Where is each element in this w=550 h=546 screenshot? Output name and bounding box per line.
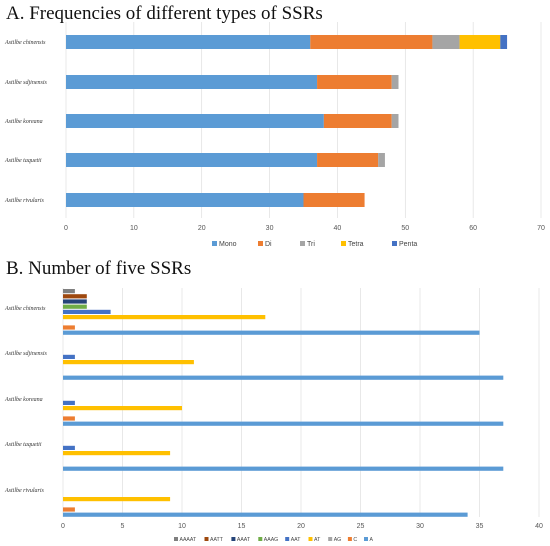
chart-a-legend-swatch <box>258 241 263 246</box>
chart-b-bar <box>63 354 75 359</box>
chart-a-bar <box>459 35 501 49</box>
chart-a-category-label: Astilbe chinensis <box>4 40 46 46</box>
chart-a-category-label: Astilbe sdjinensis <box>4 80 47 86</box>
chart-b-legend-swatch <box>204 537 209 541</box>
chart-a-bar <box>303 193 365 207</box>
chart-b-x-tick-label: 40 <box>535 523 543 530</box>
chart-b-legend-label: AAAG <box>264 537 278 543</box>
chart-b-bar <box>63 289 75 294</box>
chart-b-x-tick-label: 35 <box>476 523 484 530</box>
chart-a-bar <box>391 114 399 128</box>
chart-b-bar <box>63 507 75 512</box>
chart-a-legend-swatch <box>300 241 305 246</box>
chart-a-legend-label: Di <box>265 241 272 248</box>
chart-a-category-label: Astilbe rivularis <box>4 198 44 204</box>
chart-b-bar <box>63 325 75 330</box>
chart-a-category-label: Astilbe taquetii <box>4 158 42 164</box>
chart-b-legend-label: AAAAT <box>180 537 197 543</box>
chart-a-bar <box>391 75 399 89</box>
chart-b-bar <box>63 466 504 471</box>
chart-b-x-tick-label: 30 <box>416 523 424 530</box>
chart-a-legend-label: Tri <box>307 241 315 248</box>
chart-b-bar <box>63 330 480 335</box>
chart-a-legend-swatch <box>392 241 397 246</box>
chart-a-legend-label: Penta <box>399 241 417 248</box>
chart-b-legend-swatch <box>231 537 236 541</box>
chart-b-legend-label: AAT <box>291 537 302 543</box>
chart-b-category-label: Astilbe koreana <box>4 397 43 403</box>
chart-b-legend-swatch <box>174 537 178 541</box>
chart-b-bar <box>63 421 504 426</box>
chart-a-x-tick-label: 50 <box>401 225 409 232</box>
chart-b-category-label: Astilbe taquetii <box>4 442 42 448</box>
chart-b-legend-label: AAAT <box>237 537 251 543</box>
chart-b-bar <box>63 294 87 299</box>
chart-b-x-tick-label: 5 <box>121 523 125 530</box>
chart-a-bar <box>432 35 460 49</box>
chart-b-legend-label: AATT <box>210 537 224 543</box>
chart-b-legend-swatch <box>364 537 368 541</box>
chart-a-category-label: Astilbe koreana <box>4 119 43 125</box>
chart-b-bar <box>63 406 182 411</box>
chart-a-bar <box>66 75 318 89</box>
chart-a-bar <box>310 35 433 49</box>
chart-b-x-tick-label: 20 <box>297 523 305 530</box>
chart-b-legend-swatch <box>328 537 333 541</box>
chart-a-bar <box>66 35 311 49</box>
chart-b-bar <box>63 309 111 314</box>
chart-b-legend-swatch <box>308 537 313 541</box>
chart-b-bar <box>63 360 194 365</box>
chart-a-x-tick-label: 60 <box>469 225 477 232</box>
chart-a-bar <box>66 193 304 207</box>
chart-a-x-tick-label: 0 <box>64 225 68 232</box>
chart-b-x-tick-label: 25 <box>357 523 365 530</box>
chart-b-bar <box>63 315 266 320</box>
chart-a-bar <box>378 153 385 167</box>
chart-a-x-tick-label: 40 <box>334 225 342 232</box>
chart-a-legend-swatch <box>341 241 346 246</box>
chart-b-category-label: Astilbe chinensis <box>4 306 46 312</box>
chart-b-bar <box>63 451 171 456</box>
chart-b-bar <box>63 299 87 304</box>
chart-a-bar <box>317 153 379 167</box>
chart-b-bar <box>63 416 75 421</box>
chart-a-legend-swatch <box>212 241 217 246</box>
chart-b-bar <box>63 304 87 309</box>
chart-b-bar <box>63 400 75 405</box>
chart-b-legend-swatch <box>285 537 290 541</box>
chart-a-bar <box>66 114 324 128</box>
chart-b-legend-swatch <box>258 537 263 541</box>
chart-b-x-tick-label: 10 <box>178 523 186 530</box>
chart-a-x-tick-label: 20 <box>198 225 206 232</box>
chart-a-bar <box>317 75 392 89</box>
chart-b-category-label: Astilbe rivularis <box>4 488 44 494</box>
chart-b-legend-label: AG <box>334 537 342 543</box>
chart-b-title: B. Number of five SSRs <box>6 258 192 279</box>
chart-b-bar <box>63 512 468 517</box>
chart-a-x-tick-label: 30 <box>266 225 274 232</box>
chart-b-x-tick-label: 0 <box>61 523 65 530</box>
chart-a-legend-label: Tetra <box>348 241 364 248</box>
chart-b-legend-label: AT <box>314 537 321 543</box>
chart-b-bar <box>63 375 504 380</box>
chart-b-bar <box>63 445 75 450</box>
chart-a-title: A. Frequencies of different types of SSR… <box>6 3 323 24</box>
chart-b-x-tick-label: 15 <box>238 523 246 530</box>
chart-b-legend-label: C <box>353 537 357 543</box>
chart-b-category-label: Astilbe sdjinensis <box>4 351 47 357</box>
chart-b-legend-label: A <box>370 537 374 543</box>
chart-a-bar <box>500 35 508 49</box>
chart-a-bar <box>66 153 318 167</box>
chart-a-bar <box>323 114 392 128</box>
chart-a-legend-label: Mono <box>219 241 237 248</box>
chart-a-x-tick-label: 70 <box>537 225 545 232</box>
chart-b-legend-swatch <box>347 537 352 541</box>
chart-b-bar <box>63 497 171 502</box>
chart-a-x-tick-label: 10 <box>130 225 138 232</box>
